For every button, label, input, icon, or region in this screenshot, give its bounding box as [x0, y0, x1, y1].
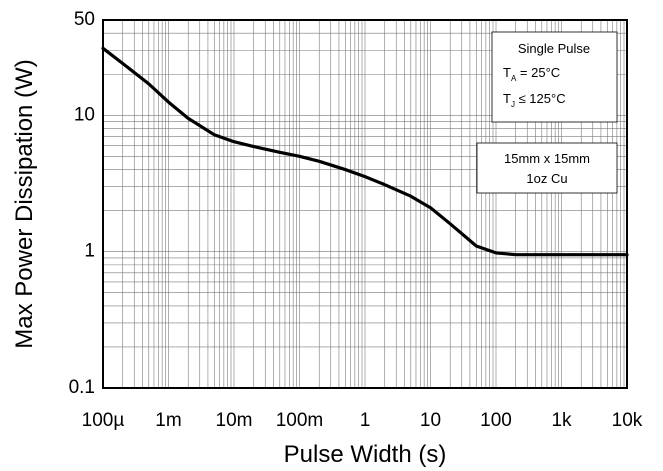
- note-single-pulse: Single Pulse: [518, 41, 590, 56]
- note-junction-temp-value: ≤ 125°C: [515, 91, 566, 106]
- series-point: [430, 207, 432, 209]
- x-tick-label: 10m: [216, 410, 253, 431]
- note-board-size: 15mm x 15mm: [504, 151, 590, 166]
- series-point: [148, 83, 150, 85]
- series-point: [364, 176, 366, 178]
- series-point: [561, 254, 563, 256]
- x-tick-label: 1: [360, 410, 371, 431]
- series-point: [213, 134, 215, 136]
- x-tick-label: 1k: [551, 410, 572, 431]
- series-point: [318, 160, 320, 162]
- series-point: [580, 254, 582, 256]
- series-point: [495, 252, 497, 254]
- x-tick-label: 100m: [276, 410, 324, 431]
- y-tick-label: 10: [74, 104, 95, 125]
- series-point: [626, 254, 628, 256]
- x-tick-labels: 100µ 1m 10m 100m 1 10 100 1k 10k: [82, 410, 643, 431]
- series-point: [122, 63, 124, 65]
- x-tick-label: 10k: [612, 410, 643, 431]
- series-point: [102, 48, 104, 50]
- series-point: [541, 254, 543, 256]
- plot-frame: [102, 19, 628, 389]
- y-tick-label: 1: [84, 241, 95, 262]
- note-ambient-temp: TA = 25°C: [503, 65, 560, 83]
- series-point: [449, 223, 451, 225]
- series-line-1: [101, 46, 629, 257]
- series-point: [168, 101, 170, 103]
- note-ambient-temp-value: = 25°C: [516, 65, 560, 80]
- note-junction-temp-symbol: T: [503, 91, 511, 106]
- note-ambient-temp-symbol: T: [503, 65, 511, 80]
- note-copper-weight: 1oz Cu: [526, 171, 567, 186]
- series-point: [384, 184, 386, 186]
- x-axis-title: Pulse Width (s): [284, 441, 447, 468]
- conditions-note-box: [491, 31, 618, 123]
- y-tick-labels: 0.1 1 10 50: [69, 9, 95, 398]
- series-point: [299, 156, 301, 158]
- series-point: [279, 152, 281, 154]
- x-tick-label: 100µ: [82, 410, 125, 431]
- x-tick-label: 100: [480, 410, 512, 431]
- series-point: [233, 141, 235, 143]
- board-note: 15mm x 15mm 1oz Cu: [476, 142, 618, 194]
- conditions-note: Single Pulse TA = 25°C TJ ≤ 125°C: [491, 31, 618, 123]
- y-tick-label: 50: [74, 9, 95, 30]
- series-point: [475, 245, 477, 247]
- series-point: [344, 169, 346, 171]
- series-point: [187, 118, 189, 120]
- note-ambient-temp-subscript: A: [511, 74, 517, 83]
- y-tick-label: 0.1: [69, 377, 95, 398]
- series-layer: [101, 46, 629, 257]
- x-tick-label: 1m: [155, 410, 181, 431]
- note-junction-temp: TJ ≤ 125°C: [503, 91, 566, 109]
- note-junction-temp-subscript: J: [511, 100, 515, 109]
- series-point: [606, 254, 608, 256]
- board-note-box: [476, 142, 618, 194]
- series-point: [410, 195, 412, 197]
- series-point: [253, 146, 255, 148]
- series-point: [515, 254, 517, 256]
- y-axis-title: Max Power Dissipation (W): [11, 59, 38, 348]
- x-tick-label: 10: [420, 410, 441, 431]
